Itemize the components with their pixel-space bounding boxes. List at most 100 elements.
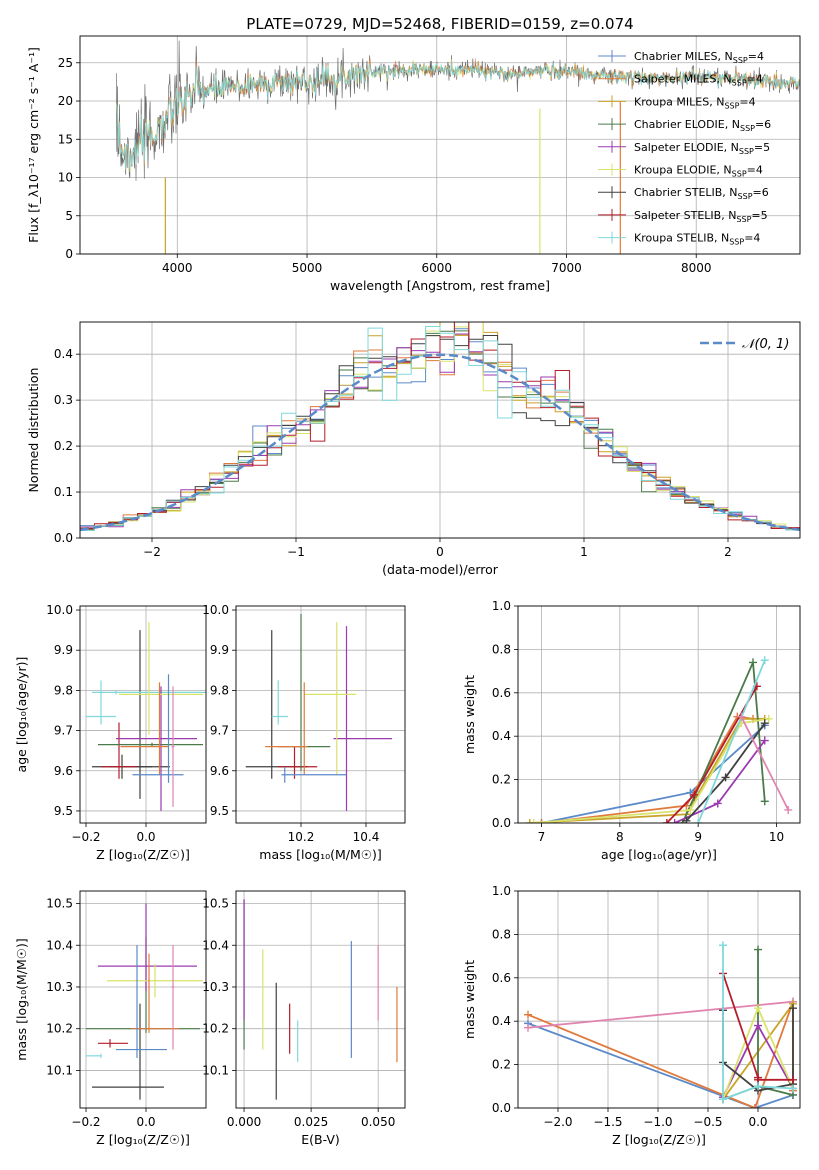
model-spectrum-kroupa_stelib — [115, 62, 800, 169]
weight-marker — [784, 805, 793, 814]
y-tick-label: 10.2 — [46, 1022, 73, 1036]
x-tick-label: −0.2 — [71, 1115, 100, 1129]
y-tick-label: 9.9 — [210, 643, 229, 657]
x-tick-label: −0.2 — [71, 830, 100, 844]
weight-marker — [721, 773, 730, 782]
x-tick-label: 0.025 — [294, 1115, 328, 1129]
y-tick-label: 0.2 — [492, 773, 511, 787]
weight-marker — [737, 712, 746, 721]
y-tick-label: 1.0 — [492, 599, 511, 613]
normal-reference-curve — [80, 353, 800, 532]
y-tick-label: 1.0 — [492, 884, 511, 898]
x-tick-label: 1 — [580, 545, 588, 559]
y-tick-label: 0.4 — [54, 347, 73, 361]
legend-subscript: SSP — [740, 124, 755, 133]
y-axis-label: age [log₁₀(age/yr)] — [14, 657, 29, 773]
x-tick-label: 0.0 — [136, 1115, 155, 1129]
axes-frame — [517, 605, 801, 824]
mass_vs_z-panel: −0.2 0.0 10.1 10.2 10.3 10.4 10.5 Z [log₁₀(Z/Z☉… — [14, 890, 207, 1147]
legend-entry: Salpeter MILES, NSSP=4 — [634, 73, 763, 88]
x-axis-label: age [log₁₀(age/yr)] — [601, 847, 717, 862]
y-tick-label: 9.7 — [210, 724, 229, 738]
legend-suffix: =6 — [755, 118, 771, 131]
y-tick-label: 10.3 — [202, 980, 229, 994]
legend-entry: Chabrier ELODIE, NSSP=6 — [634, 118, 771, 133]
age_vs_z-plot-area — [86, 622, 206, 811]
legend-entry: Salpeter ELODIE, NSSP=5 — [634, 141, 770, 156]
y-tick-label: 0.0 — [54, 531, 73, 545]
y-axis-label: Flux [f_λ10⁻¹⁷ erg cm⁻² s⁻¹ A⁻¹] — [26, 47, 41, 243]
x-axis-label: E(B-V) — [301, 1132, 340, 1147]
weight-marker — [789, 1084, 797, 1093]
x-tick-label: −1.0 — [643, 1115, 672, 1129]
y-tick-label: 9.8 — [54, 683, 73, 697]
x-tick-label: 10.2 — [288, 830, 315, 844]
x-axis-label: Z [log₁₀(Z/Z☉)] — [612, 1132, 706, 1147]
y-tick-label: 0.4 — [492, 1014, 511, 1028]
weight-marker — [760, 656, 769, 665]
x-tick-label: 7 — [538, 830, 546, 844]
x-tick-label: 0 — [436, 545, 444, 559]
axes-frame — [79, 35, 801, 255]
axes-frame — [79, 605, 207, 824]
y-tick-label: 5 — [65, 209, 73, 223]
legend-suffix: =4 — [739, 95, 755, 108]
x-tick-label: 2 — [724, 545, 732, 559]
x-tick-label: 6000 — [421, 261, 452, 275]
legend-subscript: SSP — [738, 192, 753, 201]
weight-line-pink — [740, 716, 790, 811]
legend-suffix: =6 — [753, 186, 769, 199]
spectrum-plot-area — [115, 40, 800, 254]
x-tick-label: −2.0 — [543, 1115, 572, 1129]
x-tick-label: 4000 — [162, 261, 193, 275]
weight-marker — [789, 1075, 797, 1084]
figure-title: PLATE=0729, MJD=52468, FIBERID=0159, z=0… — [246, 15, 633, 33]
legend-suffix: =4 — [747, 164, 763, 177]
weight-marker — [524, 1023, 532, 1032]
mass_vs_ebv-plot-area — [243, 899, 398, 1100]
legend-entry: Chabrier STELIB, NSSP=6 — [634, 186, 769, 201]
weight-marker — [754, 1021, 762, 1030]
x-axis-label: wavelength [Angstrom, rest frame] — [330, 278, 550, 293]
y-tick-label: 9.9 — [54, 643, 73, 657]
legend-suffix: =4 — [747, 73, 763, 86]
x-tick-label: 5000 — [292, 261, 323, 275]
y-tick-label: 0.1 — [54, 485, 73, 499]
weight-line-kroupa_miles — [529, 717, 765, 823]
x-tick-label: 9 — [694, 830, 702, 844]
y-tick-label: 9.5 — [210, 804, 229, 818]
y-tick-label: 10 — [58, 171, 73, 185]
x-tick-label: −1.5 — [593, 1115, 622, 1129]
legend-suffix: =5 — [751, 209, 767, 222]
legend-subscript: SSP — [724, 101, 739, 110]
legend-subscript: SSP — [732, 79, 747, 88]
axes-frame — [79, 890, 207, 1109]
y-tick-label: 9.8 — [210, 683, 229, 697]
weight-marker — [670, 819, 679, 823]
y-tick-label: 10.0 — [46, 603, 73, 617]
weight-line-kroupa_stelib — [697, 659, 766, 823]
y-tick-label: 0.0 — [492, 1101, 511, 1115]
x-tick-label: 10.4 — [353, 830, 380, 844]
x-tick-label: 0.0 — [136, 830, 155, 844]
residuals-panel: −2 −1 0 1 2 0.0 0.1 0.2 0.3 0.4 (data-model)/error… — [26, 321, 801, 577]
legend-entry: Kroupa STELIB, NSSP=4 — [634, 232, 760, 247]
y-axis-label: mass weight — [462, 675, 477, 754]
x-axis-label: Z [log₁₀(Z/Z☉)] — [96, 847, 190, 862]
y-tick-label: 0.2 — [54, 439, 73, 453]
weight-marker — [719, 1095, 727, 1104]
y-tick-label: 10.5 — [202, 897, 229, 911]
x-tick-label: −0.5 — [693, 1115, 722, 1129]
x-tick-label: 0.050 — [361, 1115, 395, 1129]
spectrum-legend: Chabrier MILES, NSSP=4 Salpeter MILES, NS… — [598, 50, 771, 247]
y-tick-label: 9.6 — [210, 764, 229, 778]
legend-entry: 𝒩(0, 1) — [742, 337, 789, 352]
mass_vs_ebv-panel: 0.000 0.025 0.050 10.1 10.2 10.3 10.4 10.5 E(B-V… — [202, 890, 406, 1147]
weight-line-kroupa_elodie — [533, 717, 769, 823]
legend-subscript: SSP — [732, 170, 747, 179]
y-axis-label: mass [log₁₀(M/M☉)] — [14, 938, 29, 1060]
spectrum-panel: 4000 5000 6000 7000 8000 0 5 10 15 20 25 wavelength… — [26, 35, 801, 293]
y-tick-label: 0.4 — [492, 729, 511, 743]
weight-marker — [713, 799, 722, 808]
weight-marker — [754, 1004, 762, 1013]
